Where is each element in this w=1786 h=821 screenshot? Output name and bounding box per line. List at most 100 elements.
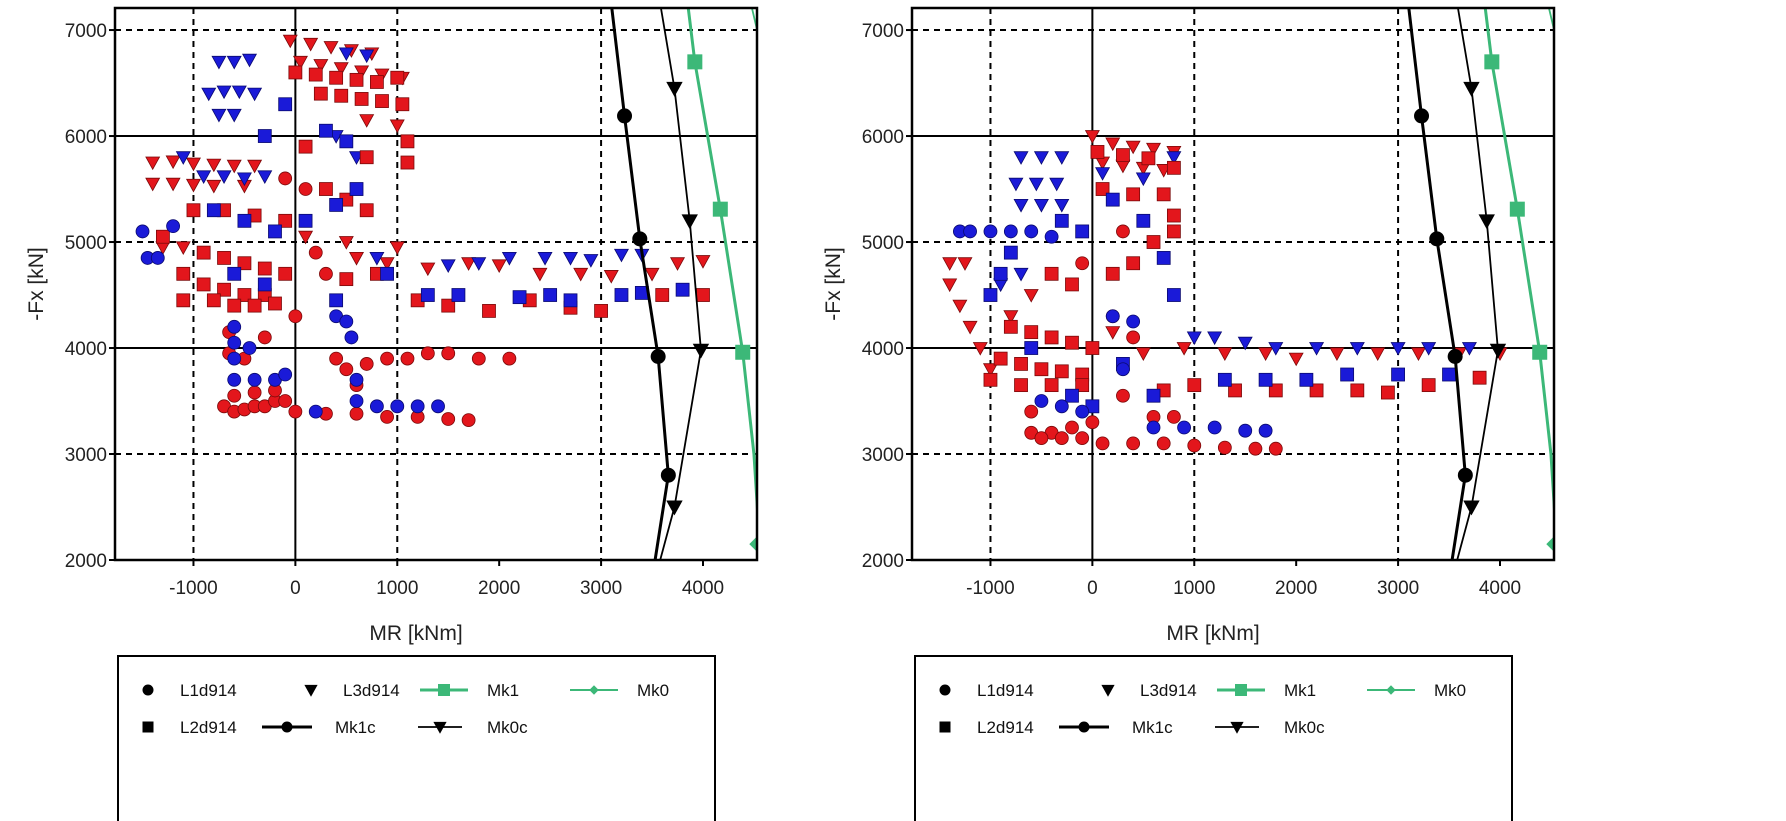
data-point-L1d914-circle — [298, 182, 313, 196]
data-point-L2d914-square — [1014, 378, 1028, 393]
data-point-L1d914-circle — [247, 385, 262, 400]
data-point-L3d914-triangle — [1461, 342, 1477, 356]
y-tick-label: 5000 — [65, 233, 107, 254]
data-point-L3d914-triangle — [501, 252, 517, 266]
data-point-L1d914-circle — [247, 372, 262, 387]
data-point-L3d914-triangle — [226, 159, 242, 174]
series-marker-Mk0 — [1546, 536, 1554, 552]
data-point-L3d914-triangle — [1054, 199, 1070, 213]
data-point-L3d914-triangle — [1237, 336, 1253, 351]
data-point-L3d914-triangle — [175, 241, 191, 255]
data-point-L3d914-triangle — [613, 248, 629, 263]
data-point-L3d914-triangle — [537, 252, 553, 266]
series-marker-Mk0 — [749, 536, 757, 552]
data-point-L3d914-triangle — [338, 47, 354, 62]
series-marker-Mk1 — [1484, 54, 1500, 70]
data-point-L2d914-square — [1126, 256, 1141, 271]
legend-diamond-icon — [589, 685, 599, 695]
data-point-L1d914-circle — [390, 399, 405, 414]
data-point-L3d914-triangle — [282, 34, 298, 49]
data-point-L1d914-circle — [380, 410, 394, 424]
data-point-L3d914-triangle — [1013, 199, 1029, 213]
data-point-L1d914-circle — [166, 219, 180, 234]
data-point-L1d914-circle — [1126, 436, 1141, 451]
y-tick-label: 7000 — [65, 21, 107, 42]
data-point-L2d914-square — [176, 266, 191, 281]
legend: L1d914 L3d914 Mk1 Mk0 L2d914 Mk1c Mk0c — [914, 655, 1513, 821]
series-line-Mk1c — [1407, 8, 1467, 560]
series-line-Mk1 — [1483, 8, 1554, 518]
y-tick-label: 7000 — [862, 21, 904, 42]
data-point-L2d914-square — [359, 203, 374, 218]
data-point-L2d914-square — [1095, 182, 1110, 196]
data-point-L2d914-square — [400, 134, 415, 149]
data-point-L1d914-circle — [288, 404, 303, 419]
data-point-L3d914-triangle — [1013, 267, 1029, 282]
data-point-L2d914-square — [395, 97, 410, 112]
series-marker-Mk0c — [692, 343, 710, 359]
x-tick-label: 4000 — [682, 578, 724, 599]
y-tick-label: 2000 — [862, 551, 904, 572]
data-point-L3d914-triangle — [1054, 151, 1070, 165]
data-point-L2d914-square — [1472, 370, 1487, 385]
plot-panel-1: -1000 0 1000 2000 3000 4000 2000 3000 4000 5000 60… — [25, 6, 759, 821]
data-point-L2d914-square — [1166, 288, 1181, 302]
data-point-L2d914-square — [1054, 364, 1069, 379]
data-point-L2d914-square — [594, 304, 608, 318]
x-axis-label: MR [kNm] — [369, 622, 462, 645]
data-point-L2d914-square — [1156, 187, 1171, 202]
data-point-L1d914-circle — [369, 399, 384, 414]
data-point-L1d914-circle — [1116, 224, 1130, 239]
data-point-L3d914-triangle — [211, 55, 227, 70]
data-point-L3d914-triangle — [1033, 199, 1049, 213]
data-point-L2d914-square — [1166, 208, 1181, 223]
data-point-L3d914-triangle — [1176, 342, 1192, 356]
data-point-L2d914-square — [1044, 330, 1059, 345]
data-point-L3d914-triangle — [440, 259, 456, 273]
data-point-L1d914-circle — [1116, 388, 1130, 403]
data-point-L2d914-square — [420, 288, 435, 302]
data-point-L2d914-square — [1105, 192, 1120, 207]
data-point-L2d914-square — [329, 293, 344, 308]
data-point-L3d914-triangle — [962, 320, 978, 335]
data-point-L3d914-triangle — [1146, 142, 1162, 157]
data-point-L3d914-triangle — [338, 236, 354, 250]
data-point-L3d914-triangle — [389, 241, 405, 255]
data-point-L3d914-triangle — [471, 257, 487, 271]
data-point-L1d914-circle — [1095, 436, 1110, 451]
data-point-L2d914-square — [257, 261, 272, 276]
data-point-L1d914-circle — [319, 266, 333, 281]
data-point-L2d914-square — [1003, 245, 1018, 260]
data-point-L1d914-circle — [1034, 394, 1049, 408]
data-point-L1d914-circle — [1126, 330, 1141, 345]
data-point-L1d914-circle — [150, 251, 165, 265]
data-point-L2d914-square — [196, 277, 211, 292]
data-point-L2d914-square — [1228, 383, 1242, 398]
data-point-L3d914-triangle — [491, 259, 507, 273]
y-axis-label: -Fx [kN] — [25, 247, 48, 321]
data-point-L2d914-square — [1258, 372, 1273, 387]
series-line-Mk0c — [1456, 8, 1499, 560]
data-point-L1d914-circle — [227, 335, 242, 350]
data-point-L1d914-circle — [441, 346, 456, 361]
data-point-L1d914-circle — [1003, 224, 1018, 239]
data-point-L2d914-square — [359, 150, 374, 165]
data-point-L1d914-circle — [502, 351, 517, 366]
data-point-L1d914-circle — [400, 351, 415, 366]
data-point-L3d914-triangle — [303, 37, 319, 52]
data-point-L3d914-triangle — [206, 179, 222, 194]
data-point-L2d914-square — [349, 182, 364, 196]
data-point-L3d914-triangle — [196, 170, 212, 184]
data-point-L1d914-circle — [227, 319, 242, 334]
x-tick-label: 2000 — [478, 578, 520, 599]
data-point-L3d914-triangle — [145, 156, 161, 171]
data-point-L3d914-triangle — [292, 55, 308, 70]
data-point-L2d914-square — [1309, 383, 1324, 398]
data-point-L3d914-triangle — [573, 267, 589, 282]
data-point-L3d914-triangle — [389, 119, 405, 134]
data-point-L3d914-triangle — [1329, 347, 1345, 361]
data-point-L2d914-square — [993, 351, 1008, 366]
data-point-L3d914-triangle — [1125, 140, 1141, 155]
data-point-L1d914-circle — [1268, 441, 1283, 456]
